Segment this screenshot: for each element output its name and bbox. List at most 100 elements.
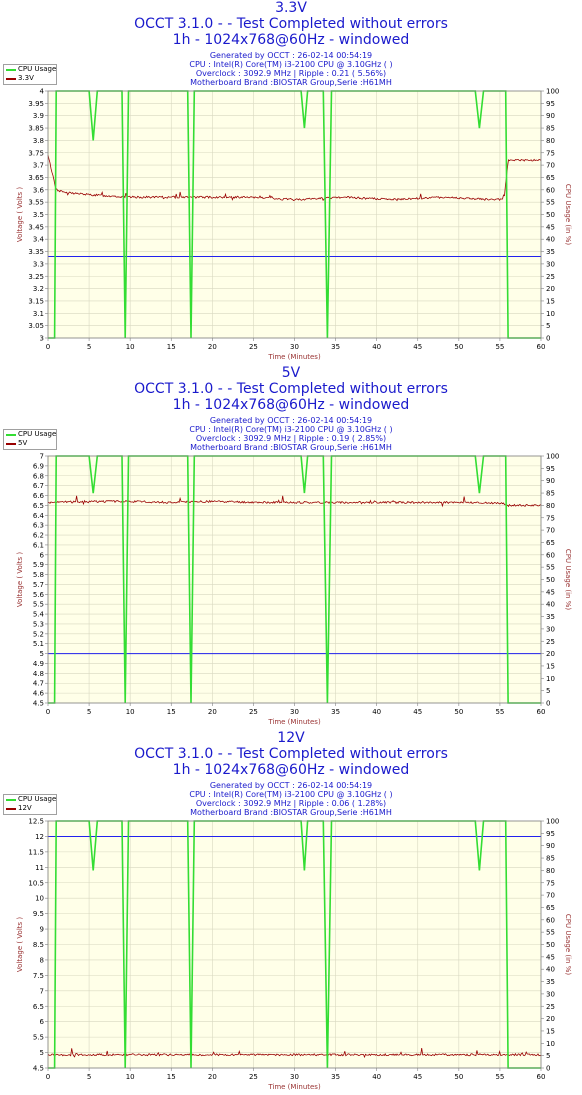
y-tick-label: 5.1 (33, 640, 44, 648)
y2-tick-label: 95 (546, 465, 555, 473)
y-tick-label: 12 (35, 833, 44, 841)
x-tick-label: 45 (413, 1073, 422, 1081)
legend-label: CPU Usage (18, 430, 57, 438)
y-tick-label: 7.5 (33, 972, 44, 980)
y2-tick-label: 100 (546, 818, 559, 826)
y-tick-label: 3.45 (28, 223, 44, 231)
y-tick-label: 6.8 (33, 472, 44, 480)
y-tick-label: 5 (40, 1049, 44, 1057)
y2-tick-label: 20 (546, 285, 555, 293)
y2-tick-label: 55 (546, 199, 555, 207)
y2-tick-label: 75 (546, 149, 555, 157)
y2-tick-label: 50 (546, 576, 555, 584)
y2-tick-label: 30 (546, 260, 555, 268)
legend-label: 3.3V (18, 74, 34, 82)
chart-subtitle: OCCT 3.1.0 - - Test Completed without er… (134, 16, 448, 32)
y-tick-label: 6.5 (33, 502, 44, 510)
y-tick-label: 3.55 (28, 199, 44, 207)
x-tick-label: 20 (208, 343, 217, 351)
y2-tick-label: 5 (546, 322, 550, 330)
y-tick-label: 3.5 (33, 211, 44, 219)
y2-tick-label: 25 (546, 1003, 555, 1011)
y-tick-label: 5.5 (33, 601, 44, 609)
overclock-info: Overclock : 3092.9 MHz | Ripple : 0.21 (… (195, 69, 387, 78)
x-tick-label: 50 (454, 1073, 463, 1081)
y-tick-label: 3.65 (28, 174, 44, 182)
y2-tick-label: 0 (546, 1065, 550, 1073)
x-tick-label: 25 (249, 1073, 258, 1081)
y-tick-label: 3.7 (33, 162, 44, 170)
y-tick-label: 7 (40, 453, 44, 461)
y-tick-label: 4.9 (33, 660, 44, 668)
y2-tick-label: 90 (546, 112, 555, 120)
y2-tick-label: 65 (546, 539, 555, 547)
y-tick-label: 6.5 (33, 1003, 44, 1011)
plot-svg: 3 3.05 3.1 3.15 3.2 3.25 3.3 3.35 3.4 3.45 3.5 3.55… (16, 88, 572, 362)
x-tick-label: 25 (249, 343, 258, 351)
y-tick-label: 5.8 (33, 571, 44, 579)
x-tick-label: 60 (537, 708, 546, 716)
legend-swatch-voltage (6, 443, 16, 445)
x-tick-label: 60 (537, 1073, 546, 1081)
x-tick-label: 55 (495, 708, 504, 716)
y-tick-label: 11.5 (28, 848, 44, 856)
y-tick-label: 10.5 (28, 879, 44, 887)
y-tick-label: 8.5 (33, 941, 44, 949)
y2-tick-label: 45 (546, 953, 555, 961)
legend-item-cpu: CPU Usage (4, 430, 56, 439)
y2-tick-label: 15 (546, 297, 555, 305)
y2-tick-label: 90 (546, 842, 555, 850)
x-tick-label: 30 (290, 343, 299, 351)
y-tick-label: 4.5 (33, 1065, 44, 1073)
y2-tick-label: 0 (546, 335, 550, 343)
y-tick-label: 3.8 (33, 137, 44, 145)
legend-label: CPU Usage (18, 65, 57, 73)
y2-tick-label: 20 (546, 650, 555, 658)
y-tick-label: 3.85 (28, 125, 44, 133)
y-tick-label: 12.5 (28, 818, 44, 826)
y2-tick-label: 45 (546, 223, 555, 231)
y-tick-label: 6.2 (33, 532, 44, 540)
x-axis-label: Time (Minutes) (267, 353, 321, 361)
y2-tick-label: 95 (546, 830, 555, 838)
x-tick-label: 35 (331, 708, 340, 716)
y-tick-label: 5.2 (33, 630, 44, 638)
y-tick-label: 3.25 (28, 273, 44, 281)
x-tick-label: 50 (454, 708, 463, 716)
y2-tick-label: 5 (546, 687, 550, 695)
y-tick-label: 3.1 (33, 310, 44, 318)
y-tick-label: 3.6 (33, 186, 45, 194)
x-axis-label: Time (Minutes) (267, 718, 321, 726)
x-tick-label: 25 (249, 708, 258, 716)
y2-tick-label: 10 (546, 675, 555, 683)
y2-tick-label: 100 (546, 88, 559, 96)
chart-subtitle-mode: 1h - 1024x768@60Hz - windowed (172, 397, 410, 413)
y2-tick-label: 55 (546, 929, 555, 937)
y2-tick-label: 85 (546, 855, 555, 863)
y-tick-label: 7 (40, 987, 44, 995)
legend-item-voltage: 3.3V (4, 74, 56, 83)
legend-swatch-cpu (6, 434, 16, 436)
y-tick-label: 8 (40, 956, 44, 964)
y-tick-label: 5.6 (33, 591, 45, 599)
y2-tick-label: 65 (546, 904, 555, 912)
x-tick-label: 35 (331, 1073, 340, 1081)
x-tick-label: 60 (537, 343, 546, 351)
chart-legend: CPU Usage 5V (3, 429, 57, 450)
cpu-info: CPU : Intel(R) Core(TM) i3-2100 CPU @ 3.… (189, 425, 393, 434)
x-tick-label: 40 (372, 1073, 381, 1081)
legend-swatch-cpu (6, 799, 16, 801)
legend-swatch-voltage (6, 78, 16, 80)
legend-swatch-cpu (6, 69, 16, 71)
chart-title: 5V (281, 365, 301, 381)
y-tick-label: 3.3 (33, 260, 44, 268)
y-tick-label: 4.6 (33, 690, 45, 698)
y2-tick-label: 0 (546, 700, 550, 708)
y-tick-label: 3.75 (28, 149, 44, 157)
plot-svg: 4.5 5 5.5 6 6.5 7 7.5 8 8.5 9 9.5 10 10.5 11 11.5 12 12.… (16, 818, 572, 1092)
chart-subtitle-mode: 1h - 1024x768@60Hz - windowed (172, 762, 410, 778)
y-tick-label: 5.9 (33, 561, 44, 569)
y2-tick-label: 75 (546, 514, 555, 522)
x-tick-label: 55 (495, 343, 504, 351)
y-tick-label: 6.4 (33, 512, 45, 520)
